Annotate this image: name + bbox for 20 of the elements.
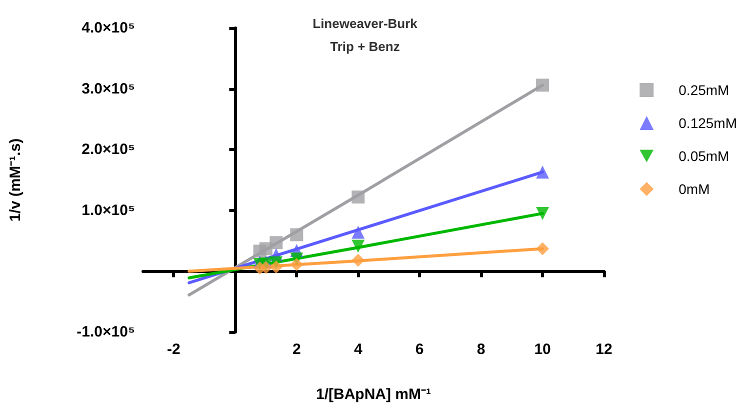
x-tick-label: 4 — [354, 341, 363, 358]
y-tick-label: -1.0×10⁵ — [76, 324, 135, 340]
chart-title: Lineweaver-Burk — [312, 16, 418, 31]
legend-label: 0.125mM — [678, 115, 737, 131]
x-tick-label: -2 — [167, 341, 180, 358]
x-tick-label: 10 — [534, 341, 551, 358]
y-axis-title: 1/v (mM⁻¹.s) — [7, 138, 24, 222]
y-tick-label: 1.0×10⁵ — [82, 202, 135, 219]
y-tick-label: 3.0×10⁵ — [82, 80, 135, 98]
legend-label: 0mM — [678, 181, 710, 197]
text: Trip + Benz — [330, 39, 400, 54]
x-tick-label: 6 — [415, 341, 424, 358]
y-tick-label: 4.0×10⁵ — [82, 20, 135, 36]
legend-label: 0.25mM — [678, 82, 730, 98]
x-tick-label: 12 — [596, 341, 612, 358]
legend-label: 0.05mM — [678, 148, 730, 164]
x-tick-label: 8 — [476, 341, 486, 358]
y-tick-label: 2.0×10⁵ — [82, 141, 135, 158]
x-axis-title: 1/[BApNA] mM⁻¹ — [316, 386, 431, 403]
x-tick-label: 2 — [292, 341, 301, 358]
